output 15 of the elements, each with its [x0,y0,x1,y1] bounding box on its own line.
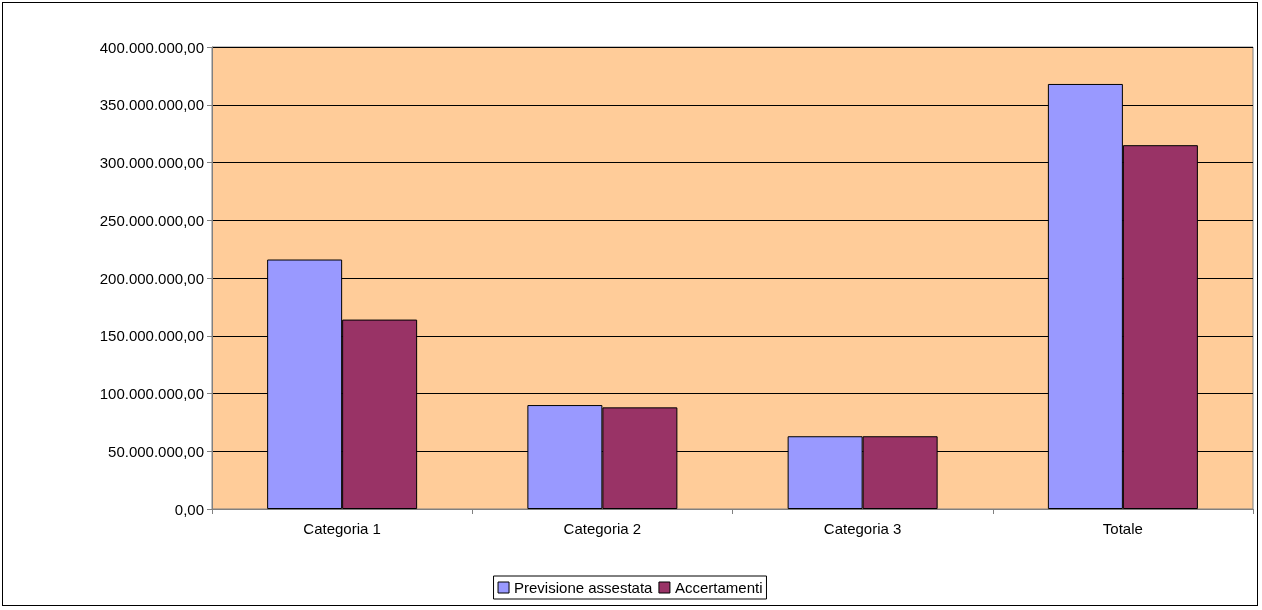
y-tick-label: 200.000.000,00 [99,269,204,287]
y-tick-label: 350.000.000,00 [99,96,204,114]
x-tick-label: Categoria 1 [303,520,381,537]
y-tick-label: 250.000.000,00 [99,211,204,229]
y-tick-label: 0,00 [174,500,204,518]
legend-label: Previsione assestata [514,579,654,596]
y-tick-label: 400.000.000,00 [99,38,204,56]
y-tick-label: 300.000.000,00 [99,154,204,171]
y-tick-label: 50.000.000,00 [108,442,204,460]
legend-label: Accertamenti [674,579,763,596]
y-tick-label: 100.000.000,00 [99,385,204,402]
x-tick-label: Categoria 2 [563,520,642,537]
y-tick-label: 150.000.000,00 [99,327,204,345]
x-tick-label: Totale [1102,520,1143,537]
x-tick-label: Categoria 3 [823,520,902,537]
